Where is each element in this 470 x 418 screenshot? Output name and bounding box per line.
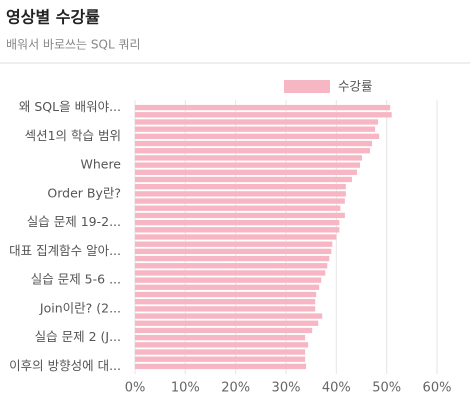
bar bbox=[135, 148, 371, 154]
bar bbox=[135, 184, 346, 190]
bar bbox=[135, 126, 376, 132]
y-tick-label: 실습 문제 5-6 ... bbox=[31, 272, 121, 287]
chart-subtitle: 배워서 바로쓰는 SQL 쿼리 bbox=[6, 38, 141, 52]
bar bbox=[135, 263, 328, 269]
bar bbox=[135, 227, 340, 233]
y-tick-label: Where bbox=[80, 157, 121, 172]
bar bbox=[135, 133, 380, 140]
bar bbox=[135, 270, 326, 276]
y-tick-label: Join이란? (2... bbox=[39, 300, 121, 315]
bar bbox=[135, 212, 345, 219]
y-tick-label: 실습 문제 19-2... bbox=[27, 214, 121, 229]
y-tick-label: 대표 집계함수 알아... bbox=[9, 243, 121, 258]
bar bbox=[135, 205, 341, 211]
x-tick-label: 30% bbox=[272, 381, 301, 396]
bar bbox=[135, 241, 333, 247]
bar bbox=[135, 313, 323, 319]
chart-title: 영상별 수강률 bbox=[6, 8, 100, 27]
x-tick-label: 50% bbox=[372, 381, 401, 396]
x-tick-label: 40% bbox=[322, 381, 351, 396]
bar bbox=[135, 342, 309, 348]
x-tick-label: 60% bbox=[423, 381, 452, 396]
bar bbox=[135, 198, 345, 204]
bar bbox=[135, 248, 332, 255]
bar bbox=[135, 176, 352, 183]
y-tick-label: Order By란? bbox=[47, 185, 121, 200]
bar bbox=[135, 277, 322, 283]
bar bbox=[135, 299, 316, 305]
bar bbox=[135, 284, 320, 290]
bar bbox=[135, 119, 379, 125]
bar bbox=[135, 363, 307, 370]
bar bbox=[135, 356, 306, 362]
bar bbox=[135, 327, 313, 334]
y-tick-label: 실습 문제 2 (J... bbox=[35, 329, 121, 344]
bar bbox=[135, 334, 306, 341]
bar bbox=[135, 219, 340, 226]
bar bbox=[135, 291, 317, 298]
bar bbox=[135, 155, 363, 161]
bar bbox=[135, 234, 337, 240]
y-tick-label: 왜 SQL을 배워야... bbox=[19, 99, 121, 114]
bar bbox=[135, 320, 319, 326]
legend-swatch bbox=[284, 80, 330, 93]
bar bbox=[135, 104, 391, 111]
bar bbox=[135, 140, 373, 147]
y-tick-label: 이후의 방향성에 대... bbox=[9, 358, 121, 373]
legend-label: 수강률 bbox=[338, 79, 373, 94]
bar bbox=[135, 349, 306, 355]
bar bbox=[135, 169, 357, 175]
x-tick-label: 10% bbox=[171, 381, 200, 396]
bar bbox=[135, 191, 346, 197]
bar bbox=[135, 306, 316, 312]
x-tick-label: 20% bbox=[221, 381, 250, 396]
bar bbox=[135, 255, 330, 262]
y-tick-label: 섹션1의 학습 범위 bbox=[25, 128, 121, 143]
x-tick-label: 0% bbox=[125, 381, 146, 396]
bar bbox=[135, 112, 392, 118]
bar bbox=[135, 162, 360, 168]
